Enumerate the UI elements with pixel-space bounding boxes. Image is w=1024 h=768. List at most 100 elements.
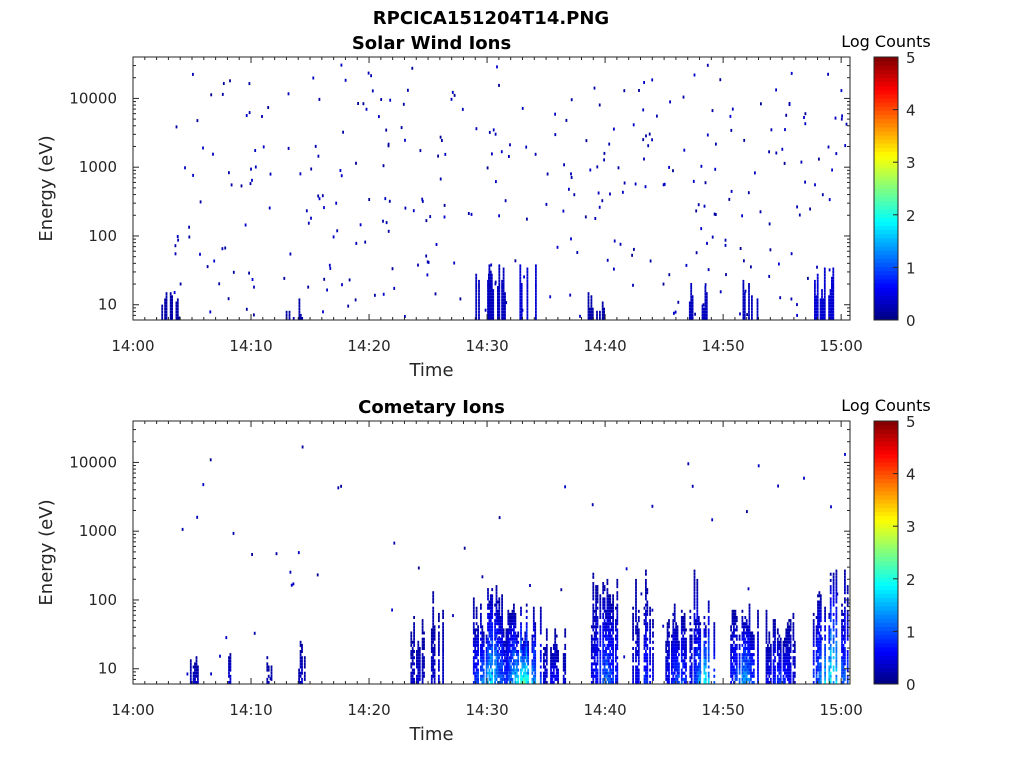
data-cell xyxy=(494,659,496,663)
data-cell xyxy=(743,640,745,644)
data-cell xyxy=(817,677,819,681)
data-cell xyxy=(587,301,590,305)
data-cell xyxy=(488,273,491,277)
data-cell xyxy=(526,217,528,221)
data-cell xyxy=(194,674,196,678)
data-cell xyxy=(673,643,676,647)
data-cell xyxy=(615,665,617,669)
data-cell xyxy=(477,677,479,681)
data-cell xyxy=(488,600,491,604)
data-cell xyxy=(765,625,768,629)
data-cell xyxy=(785,643,788,647)
data-cell xyxy=(488,130,491,134)
data-cell xyxy=(832,650,835,653)
data-cell xyxy=(609,612,612,616)
colorbar-step xyxy=(874,151,898,157)
data-cell xyxy=(507,640,510,644)
data-cell xyxy=(818,647,821,650)
data-cell xyxy=(672,653,675,657)
data-cell xyxy=(526,295,529,299)
y-tick-label: 10 xyxy=(98,296,117,314)
data-cell xyxy=(554,677,557,681)
data-cell xyxy=(502,313,505,317)
data-cell xyxy=(482,637,485,641)
data-cell xyxy=(751,304,753,308)
data-cell xyxy=(543,659,545,663)
data-cell xyxy=(438,647,440,650)
data-cell xyxy=(504,640,506,644)
data-cell xyxy=(649,637,651,641)
data-cell xyxy=(672,637,675,641)
data-cell xyxy=(746,313,748,317)
data-cell xyxy=(475,622,478,626)
colorbar-step xyxy=(874,85,898,91)
data-cell xyxy=(671,681,673,684)
data-cell xyxy=(788,634,791,638)
data-cell xyxy=(831,286,833,289)
data-cell xyxy=(696,612,699,616)
data-cell xyxy=(693,668,696,672)
data-cell xyxy=(565,118,568,122)
data-cell xyxy=(743,313,746,317)
data-cell xyxy=(487,283,489,286)
data-cell xyxy=(501,656,503,660)
data-cell xyxy=(829,637,832,641)
data-cell xyxy=(842,671,845,675)
data-cell xyxy=(416,677,418,681)
data-cell xyxy=(513,619,515,623)
data-cell xyxy=(682,665,685,669)
data-cell xyxy=(745,625,748,629)
data-cell xyxy=(697,647,700,650)
data-cell xyxy=(696,603,699,607)
data-cell xyxy=(822,301,825,305)
data-cell xyxy=(490,286,493,289)
data-cell xyxy=(555,677,558,681)
colorbar-step xyxy=(874,536,898,541)
colorbar-step xyxy=(874,597,898,603)
data-cell xyxy=(823,273,826,277)
data-cell xyxy=(523,671,525,675)
data-cell xyxy=(693,622,696,626)
data-cell xyxy=(384,197,387,201)
data-cell xyxy=(504,681,506,684)
data-cell xyxy=(812,625,815,629)
data-cell xyxy=(748,304,750,308)
data-cell xyxy=(652,668,654,672)
data-cell xyxy=(818,634,821,638)
data-cell xyxy=(164,298,166,302)
data-cell xyxy=(609,656,612,660)
data-cell xyxy=(531,640,534,644)
data-cell xyxy=(744,616,747,619)
data-cell xyxy=(823,310,826,314)
colorbar-step xyxy=(874,457,898,463)
data-cell xyxy=(615,656,617,660)
data-cell xyxy=(635,612,637,616)
data-cell xyxy=(501,637,503,641)
data-cell xyxy=(475,289,478,293)
data-cell xyxy=(645,588,647,592)
data-cell xyxy=(432,619,435,623)
data-cell xyxy=(606,588,609,592)
data-cell xyxy=(745,677,748,681)
data-cell xyxy=(612,606,614,610)
data-cell xyxy=(645,656,647,660)
data-cell xyxy=(678,681,680,684)
data-cell xyxy=(593,650,596,653)
data-cell xyxy=(844,622,846,626)
data-cell xyxy=(487,671,489,675)
data-cell xyxy=(646,591,649,595)
data-cell xyxy=(776,674,779,678)
data-cell xyxy=(812,681,815,684)
data-cell xyxy=(792,671,795,675)
data-cell xyxy=(832,273,835,277)
data-cell xyxy=(741,653,744,657)
data-cell xyxy=(818,668,821,672)
data-cell xyxy=(498,307,501,311)
data-cell xyxy=(645,631,647,635)
data-cell xyxy=(229,681,232,684)
data-cell xyxy=(505,631,508,635)
data-cell xyxy=(606,656,609,660)
data-cell xyxy=(501,298,503,302)
data-cell xyxy=(410,640,413,644)
data-cell xyxy=(423,631,425,635)
